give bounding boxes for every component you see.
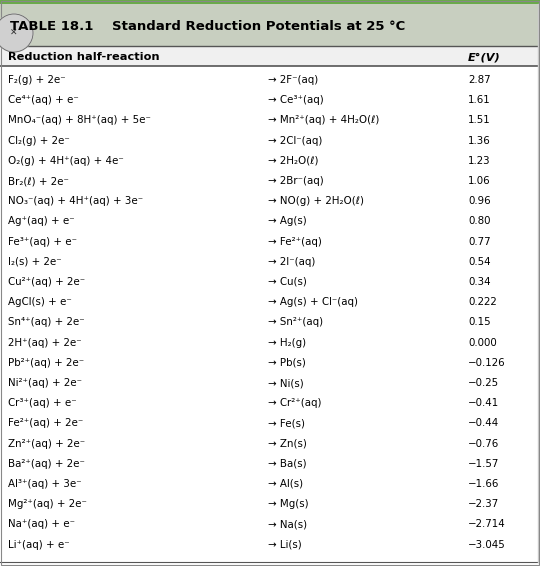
Text: Ba²⁺(aq) + 2e⁻: Ba²⁺(aq) + 2e⁻: [8, 459, 85, 469]
Text: F₂(g) + 2e⁻: F₂(g) + 2e⁻: [8, 75, 66, 85]
Text: −2.37: −2.37: [468, 499, 500, 509]
Text: Cu²⁺(aq) + 2e⁻: Cu²⁺(aq) + 2e⁻: [8, 277, 85, 287]
Text: → Fe²⁺(aq): → Fe²⁺(aq): [268, 237, 322, 247]
Text: Br₂(ℓ) + 2e⁻: Br₂(ℓ) + 2e⁻: [8, 176, 69, 186]
Text: → Zn(s): → Zn(s): [268, 439, 307, 449]
Text: 0.77: 0.77: [468, 237, 491, 247]
Text: −0.41: −0.41: [468, 398, 500, 408]
Text: 1.06: 1.06: [468, 176, 491, 186]
Text: → Ce³⁺(aq): → Ce³⁺(aq): [268, 95, 324, 105]
Text: MnO₄⁻(aq) + 8H⁺(aq) + 5e⁻: MnO₄⁻(aq) + 8H⁺(aq) + 5e⁻: [8, 115, 151, 126]
Text: Mg²⁺(aq) + 2e⁻: Mg²⁺(aq) + 2e⁻: [8, 499, 87, 509]
Text: Reduction half-reaction: Reduction half-reaction: [8, 52, 160, 62]
Bar: [0, 46, 540, 66]
Text: 1.36: 1.36: [468, 136, 491, 145]
Text: 0.34: 0.34: [468, 277, 491, 287]
Text: → Ag(s): → Ag(s): [268, 216, 307, 226]
Text: −1.57: −1.57: [468, 459, 500, 469]
Text: → Mg(s): → Mg(s): [268, 499, 309, 509]
Text: −0.44: −0.44: [468, 418, 500, 428]
Text: → Cu(s): → Cu(s): [268, 277, 307, 287]
Text: Sn⁴⁺(aq) + 2e⁻: Sn⁴⁺(aq) + 2e⁻: [8, 318, 85, 327]
Text: E°(V): E°(V): [468, 52, 501, 62]
Circle shape: [0, 14, 33, 52]
Text: 0.54: 0.54: [468, 257, 491, 267]
Text: 0.15: 0.15: [468, 318, 491, 327]
Text: Standard Reduction Potentials at 25 °C: Standard Reduction Potentials at 25 °C: [112, 20, 405, 33]
Text: Pb²⁺(aq) + 2e⁻: Pb²⁺(aq) + 2e⁻: [8, 358, 84, 368]
Text: 0.222: 0.222: [468, 297, 497, 307]
Text: O₂(g) + 4H⁺(aq) + 4e⁻: O₂(g) + 4H⁺(aq) + 4e⁻: [8, 156, 124, 166]
Text: → Fe(s): → Fe(s): [268, 418, 305, 428]
Bar: [0, 4, 540, 46]
Text: → Pb(s): → Pb(s): [268, 358, 306, 368]
Text: → 2Cl⁻(aq): → 2Cl⁻(aq): [268, 136, 322, 145]
Text: → 2H₂O(ℓ): → 2H₂O(ℓ): [268, 156, 319, 166]
Text: → Al(s): → Al(s): [268, 479, 303, 489]
Text: 1.51: 1.51: [468, 115, 491, 126]
Text: → Ba(s): → Ba(s): [268, 459, 307, 469]
Text: → Ag(s) + Cl⁻(aq): → Ag(s) + Cl⁻(aq): [268, 297, 358, 307]
Text: −1.66: −1.66: [468, 479, 500, 489]
Text: 1.23: 1.23: [468, 156, 491, 166]
Text: Ni²⁺(aq) + 2e⁻: Ni²⁺(aq) + 2e⁻: [8, 378, 82, 388]
Text: Zn²⁺(aq) + 2e⁻: Zn²⁺(aq) + 2e⁻: [8, 439, 85, 449]
Text: Cr³⁺(aq) + e⁻: Cr³⁺(aq) + e⁻: [8, 398, 77, 408]
Text: NO₃⁻(aq) + 4H⁺(aq) + 3e⁻: NO₃⁻(aq) + 4H⁺(aq) + 3e⁻: [8, 196, 143, 206]
Text: Ce⁴⁺(aq) + e⁻: Ce⁴⁺(aq) + e⁻: [8, 95, 79, 105]
Text: AgCl(s) + e⁻: AgCl(s) + e⁻: [8, 297, 72, 307]
Text: → Li(s): → Li(s): [268, 539, 302, 550]
Text: Na⁺(aq) + e⁻: Na⁺(aq) + e⁻: [8, 520, 75, 529]
Text: Ag⁺(aq) + e⁻: Ag⁺(aq) + e⁻: [8, 216, 75, 226]
Text: Li⁺(aq) + e⁻: Li⁺(aq) + e⁻: [8, 539, 70, 550]
Text: −2.714: −2.714: [468, 520, 506, 529]
Text: Cl₂(g) + 2e⁻: Cl₂(g) + 2e⁻: [8, 136, 70, 145]
Text: → Ni(s): → Ni(s): [268, 378, 303, 388]
Text: −3.045: −3.045: [468, 539, 506, 550]
Text: TABLE 18.1: TABLE 18.1: [10, 20, 93, 33]
Text: −0.76: −0.76: [468, 439, 500, 449]
Text: → H₂(g): → H₂(g): [268, 337, 306, 348]
Text: I₂(s) + 2e⁻: I₂(s) + 2e⁻: [8, 257, 62, 267]
Text: → Sn²⁺(aq): → Sn²⁺(aq): [268, 318, 323, 327]
Text: → 2Br⁻(aq): → 2Br⁻(aq): [268, 176, 324, 186]
Text: → NO(g) + 2H₂O(ℓ): → NO(g) + 2H₂O(ℓ): [268, 196, 364, 206]
Text: 0.96: 0.96: [468, 196, 491, 206]
Text: → 2I⁻(aq): → 2I⁻(aq): [268, 257, 315, 267]
Text: 0.80: 0.80: [468, 216, 490, 226]
Text: Fe³⁺(aq) + e⁻: Fe³⁺(aq) + e⁻: [8, 237, 77, 247]
Text: 2.87: 2.87: [468, 75, 491, 85]
Text: −0.126: −0.126: [468, 358, 505, 368]
Text: 0.000: 0.000: [468, 337, 497, 348]
Text: Al³⁺(aq) + 3e⁻: Al³⁺(aq) + 3e⁻: [8, 479, 82, 489]
Text: 1.61: 1.61: [468, 95, 491, 105]
Text: → Cr²⁺(aq): → Cr²⁺(aq): [268, 398, 321, 408]
Text: Fe²⁺(aq) + 2e⁻: Fe²⁺(aq) + 2e⁻: [8, 418, 83, 428]
Text: 2H⁺(aq) + 2e⁻: 2H⁺(aq) + 2e⁻: [8, 337, 82, 348]
Text: ✕: ✕: [10, 28, 18, 37]
Text: → 2F⁻(aq): → 2F⁻(aq): [268, 75, 318, 85]
Bar: [0, 0, 540, 4]
Text: → Na(s): → Na(s): [268, 520, 307, 529]
Text: −0.25: −0.25: [468, 378, 499, 388]
Text: → Mn²⁺(aq) + 4H₂O(ℓ): → Mn²⁺(aq) + 4H₂O(ℓ): [268, 115, 380, 126]
